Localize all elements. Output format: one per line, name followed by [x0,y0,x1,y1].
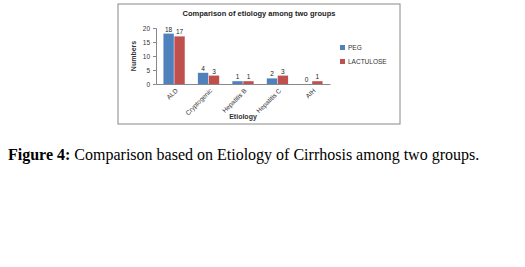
x-tick-label: Cryptogenic [184,86,215,117]
bar [163,34,173,84]
x-axis-title: Etiology [229,113,257,121]
x-tick: Hepatitis C [255,84,283,115]
title: Comparison of etiology among two groups [183,9,336,18]
legend-swatch [340,45,345,50]
y-tick-label: 15 [143,39,151,46]
y-tick: 5 [146,67,156,74]
y-tick: 15 [143,39,156,46]
y-tick-mark [153,42,156,43]
x-tick: Cryptogenic [184,84,215,117]
y-tick-mark [153,28,156,29]
y-tick-mark [153,84,156,85]
bar [209,76,219,84]
legend-item: LACTULOSE [340,58,387,65]
data-label: 3 [281,68,285,75]
x-tick: ALD [165,84,179,101]
legend-label: LACTULOSE [348,58,387,65]
bar [232,81,242,84]
bar [198,73,208,84]
bar [174,36,184,84]
legend-swatch [340,59,345,64]
bar [301,84,311,85]
data-label: 1 [247,73,251,80]
chart-frame [118,4,400,124]
data-labels: 18 4 1 2 0 17 3 1 3 1 [165,26,320,83]
caption: Figure 4:Comparison based on Etiology of… [8,144,513,166]
bars [163,34,322,84]
x-axis-line [157,84,331,85]
legend: PEG LACTULOSE [340,44,387,65]
y-tick: 20 [143,25,156,32]
y-tick: 0 [146,81,156,88]
x-tick: AIH [304,84,317,99]
bar [278,76,288,84]
y-tick-label: 20 [143,25,151,32]
data-label: 17 [176,28,184,35]
y-tick-label: 10 [143,53,151,60]
y-axis: 0 5 10 15 20 [143,25,157,88]
y-tick-label: 0 [146,81,150,88]
data-label: 0 [305,76,309,83]
data-label: 18 [165,26,173,33]
data-label: 2 [270,70,274,77]
x-tick-label: Hepatitis C [255,87,283,115]
caption-label: Figure 4: [8,146,70,163]
data-label: 3 [212,68,216,75]
x-tick-label: ALD [165,87,179,101]
bar [312,81,322,84]
data-label: 1 [236,73,240,80]
x-tick-label: Hepatitis B [221,87,249,115]
y-tick: 10 [143,53,156,60]
y-tick-mark [153,70,156,71]
chart: Comparison of etiology among two groups 0… [0,0,525,140]
legend-label: PEG [348,44,362,51]
y-tick-mark [153,56,156,57]
data-label: 4 [201,65,205,72]
y-axis-title: Numbers [130,41,137,71]
y-axis-line [153,29,157,85]
caption-text: Comparison based on Etiology of Cirrhosi… [74,146,479,163]
data-label: 1 [316,73,320,80]
legend-item: PEG [340,44,362,51]
y-tick-label: 5 [146,67,150,74]
bar [243,81,253,84]
x-tick-label: AIH [304,87,317,100]
bar [267,78,277,84]
x-tick: Hepatitis B [221,84,249,115]
